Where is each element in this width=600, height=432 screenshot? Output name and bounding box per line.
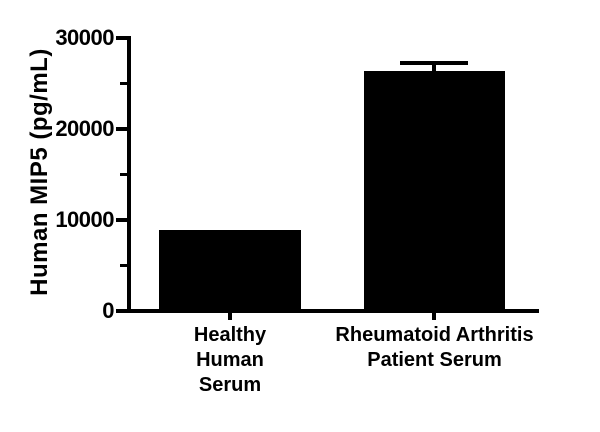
x-label-line: Healthy <box>193 324 267 346</box>
bar-healthy-human-serum <box>159 230 301 311</box>
x-tick-mark-healthy <box>228 313 232 320</box>
x-category-label-healthy-human-serum: Healthy Human Serum <box>130 323 330 398</box>
error-bar-cap <box>400 60 468 65</box>
x-label-line: Rheumatoid Arthritis <box>335 324 534 346</box>
y-axis-title: Human MIP5 (pg/mL) <box>26 48 53 296</box>
x-tick-mark-rheumatoid <box>432 313 436 320</box>
x-category-label-rheumatoid-arthritis-patient-serum: Rheumatoid Arthritis Patient Serum <box>294 323 575 373</box>
x-axis-line <box>127 309 539 313</box>
minor-y-tick-mark <box>120 173 127 176</box>
y-tick-label-10000: 10000 <box>55 207 114 232</box>
x-label-line: Serum <box>198 374 262 396</box>
x-label-line: Human <box>196 349 264 371</box>
minor-y-tick-mark <box>120 82 127 85</box>
y-axis-line <box>127 36 131 313</box>
major-y-tick-mark <box>116 218 127 222</box>
x-label-line: Patient Serum <box>367 349 502 371</box>
y-tick-label-20000: 20000 <box>55 116 114 141</box>
error-bar-stem <box>432 62 436 73</box>
major-y-tick-mark <box>116 36 127 40</box>
minor-y-tick-mark <box>120 264 127 267</box>
bar-rheumatoid-arthritis-patient-serum <box>364 70 505 311</box>
y-tick-label-30000: 30000 <box>55 25 114 50</box>
major-y-tick-mark <box>116 309 127 313</box>
y-tick-label-0: 0 <box>102 298 114 323</box>
major-y-tick-mark <box>116 127 127 131</box>
